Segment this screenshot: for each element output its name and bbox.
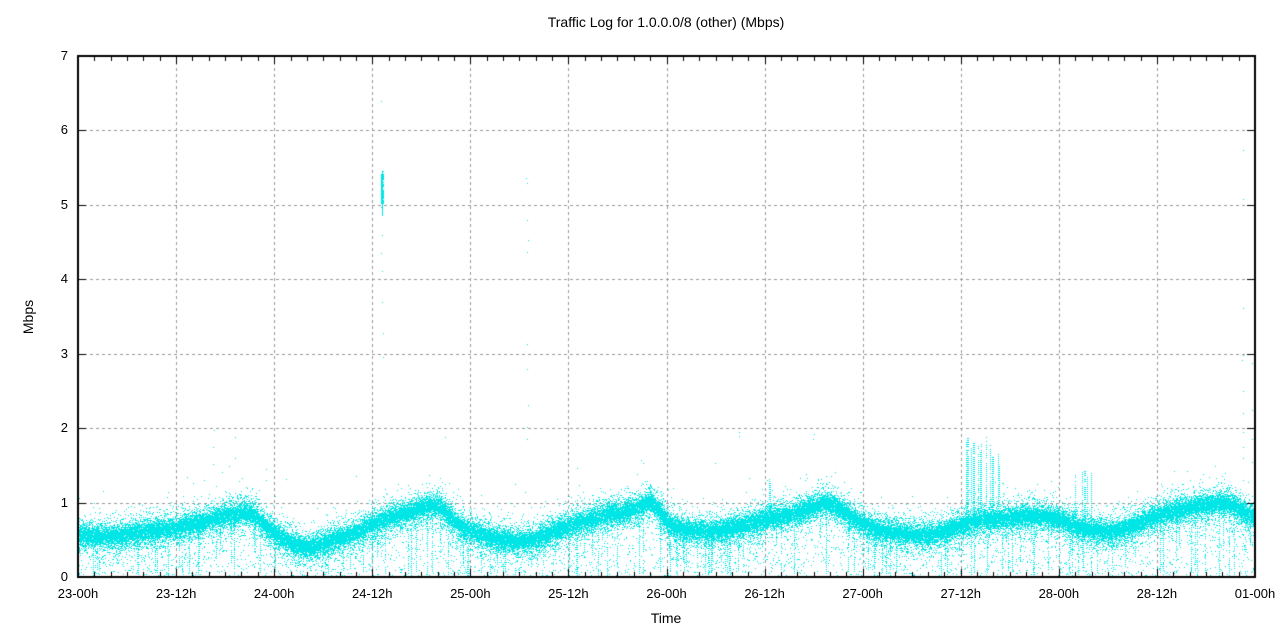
- y-tick-label-1: 1: [60, 494, 68, 510]
- x-tick-label-25-12h: 25-12h: [548, 586, 589, 601]
- x-axis-label: Time: [650, 610, 682, 626]
- y-tick-label-2: 2: [60, 420, 68, 436]
- y-tick-label-5: 5: [60, 196, 68, 212]
- x-tick-label-26-12h: 26-12h: [744, 586, 785, 601]
- y-tick-label-4: 4: [60, 271, 68, 287]
- x-tick-label-25-00h: 25-00h: [450, 586, 491, 601]
- x-tick-label-26-00h: 26-00h: [646, 586, 687, 601]
- x-tick-label-27-00h: 27-00h: [842, 586, 883, 601]
- y-tick-label-3: 3: [60, 345, 68, 361]
- x-tick-label-28-00h: 28-00h: [1038, 586, 1080, 601]
- chart-title: Traffic Log for 1.0.0.0/8 (other) (Mbps): [547, 14, 785, 30]
- y-tick-label-6: 6: [60, 122, 68, 138]
- y-tick-label-0: 0: [60, 569, 68, 584]
- y-tick-label-7: 7: [60, 48, 68, 63]
- x-tick-label-28-12h: 28-12h: [1136, 586, 1178, 601]
- x-tick-label-23-00h: 23-00h: [57, 586, 99, 601]
- x-tick-label-27-12h: 27-12h: [940, 586, 981, 601]
- x-tick-label-24-00h: 24-00h: [253, 586, 295, 601]
- x-tick-label-23-12h: 23-12h: [155, 586, 197, 601]
- x-tick-label-01-00h: 01-00h: [1234, 586, 1276, 601]
- x-tick-label-24-12h: 24-12h: [352, 586, 393, 601]
